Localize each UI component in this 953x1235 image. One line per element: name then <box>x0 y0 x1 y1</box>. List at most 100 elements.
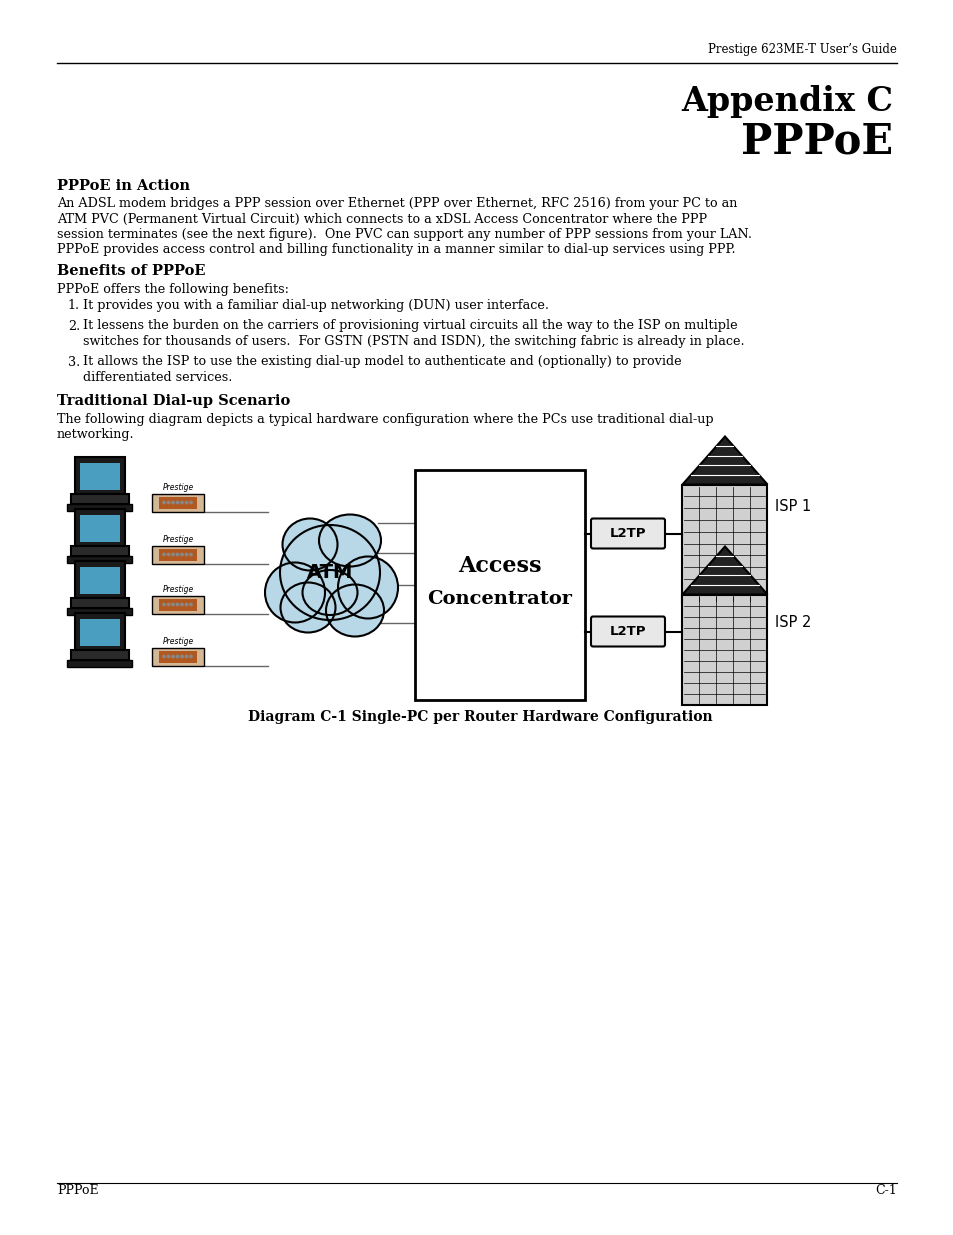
Circle shape <box>176 553 178 556</box>
FancyBboxPatch shape <box>68 556 132 563</box>
Circle shape <box>190 656 192 658</box>
FancyBboxPatch shape <box>152 546 204 563</box>
FancyBboxPatch shape <box>75 613 125 650</box>
Text: Traditional Dial-up Scenario: Traditional Dial-up Scenario <box>57 394 290 408</box>
Circle shape <box>163 501 165 504</box>
Text: L2TP: L2TP <box>609 625 645 638</box>
Text: 3.: 3. <box>68 356 80 368</box>
Circle shape <box>167 553 170 556</box>
Circle shape <box>176 501 178 504</box>
Text: Benefits of PPPoE: Benefits of PPPoE <box>57 264 205 278</box>
Text: Access: Access <box>457 555 541 577</box>
FancyBboxPatch shape <box>590 519 664 548</box>
Text: PPPoE: PPPoE <box>57 1184 98 1197</box>
Text: PPPoE provides access control and billing functionality in a manner similar to d: PPPoE provides access control and billin… <box>57 243 735 257</box>
Ellipse shape <box>282 519 337 571</box>
Text: Appendix C: Appendix C <box>680 85 892 119</box>
Text: It lessens the burden on the carriers of provisioning virtual circuits all the w: It lessens the burden on the carriers of… <box>83 320 737 332</box>
FancyBboxPatch shape <box>415 469 584 699</box>
FancyBboxPatch shape <box>71 650 129 659</box>
Text: The following diagram depicts a typical hardware configuration where the PCs use: The following diagram depicts a typical … <box>57 412 713 426</box>
Circle shape <box>181 656 183 658</box>
Circle shape <box>167 656 170 658</box>
Text: Prestige: Prestige <box>162 483 193 493</box>
FancyBboxPatch shape <box>590 616 664 646</box>
Circle shape <box>181 553 183 556</box>
FancyBboxPatch shape <box>68 659 132 667</box>
Text: PPPoE in Action: PPPoE in Action <box>57 179 190 193</box>
Circle shape <box>176 656 178 658</box>
Circle shape <box>185 553 188 556</box>
Text: 1.: 1. <box>68 299 80 312</box>
Circle shape <box>185 604 188 605</box>
Text: Prestige: Prestige <box>162 585 193 594</box>
FancyBboxPatch shape <box>68 608 132 615</box>
Text: switches for thousands of users.  For GSTN (PSTN and ISDN), the switching fabric: switches for thousands of users. For GST… <box>83 335 744 348</box>
Text: ATM PVC (Permanent Virtual Circuit) which connects to a xDSL Access Concentrator: ATM PVC (Permanent Virtual Circuit) whic… <box>57 212 706 226</box>
Text: ISP 2: ISP 2 <box>774 615 810 630</box>
Text: L2TP: L2TP <box>609 527 645 540</box>
Circle shape <box>190 501 192 504</box>
FancyBboxPatch shape <box>159 496 196 509</box>
FancyBboxPatch shape <box>159 599 196 610</box>
Text: 2.: 2. <box>68 320 80 332</box>
Circle shape <box>167 501 170 504</box>
FancyBboxPatch shape <box>152 595 204 614</box>
Circle shape <box>172 604 174 605</box>
Text: Prestige: Prestige <box>162 637 193 646</box>
FancyBboxPatch shape <box>80 463 120 490</box>
Text: PPPoE offers the following benefits:: PPPoE offers the following benefits: <box>57 283 289 296</box>
FancyBboxPatch shape <box>681 484 767 603</box>
FancyBboxPatch shape <box>80 619 120 646</box>
Text: It provides you with a familiar dial-up networking (DUN) user interface.: It provides you with a familiar dial-up … <box>83 299 548 312</box>
Ellipse shape <box>265 562 325 622</box>
FancyBboxPatch shape <box>152 494 204 511</box>
Text: An ADSL modem bridges a PPP session over Ethernet (PPP over Ethernet, RFC 2516) : An ADSL modem bridges a PPP session over… <box>57 198 737 210</box>
FancyBboxPatch shape <box>68 504 132 511</box>
Text: Concentrator: Concentrator <box>427 589 572 608</box>
FancyBboxPatch shape <box>71 598 129 608</box>
Ellipse shape <box>326 584 384 636</box>
Ellipse shape <box>280 525 379 620</box>
Text: ATM: ATM <box>307 563 353 582</box>
Circle shape <box>167 604 170 605</box>
Ellipse shape <box>302 571 357 615</box>
FancyBboxPatch shape <box>80 567 120 594</box>
Circle shape <box>190 604 192 605</box>
Circle shape <box>181 501 183 504</box>
FancyBboxPatch shape <box>681 594 767 704</box>
Circle shape <box>181 604 183 605</box>
Circle shape <box>172 656 174 658</box>
Ellipse shape <box>337 557 397 619</box>
Text: ISP 1: ISP 1 <box>774 499 810 514</box>
Circle shape <box>185 501 188 504</box>
FancyBboxPatch shape <box>71 494 129 504</box>
FancyBboxPatch shape <box>159 651 196 662</box>
Text: It allows the ISP to use the existing dial-up model to authenticate and (optiona: It allows the ISP to use the existing di… <box>83 356 680 368</box>
Circle shape <box>185 656 188 658</box>
Ellipse shape <box>280 583 335 632</box>
Circle shape <box>172 501 174 504</box>
Text: networking.: networking. <box>57 429 134 441</box>
Text: Diagram C-1 Single-PC per Router Hardware Configuration: Diagram C-1 Single-PC per Router Hardwar… <box>248 710 712 725</box>
Text: differentiated services.: differentiated services. <box>83 370 233 384</box>
FancyBboxPatch shape <box>75 457 125 494</box>
FancyBboxPatch shape <box>80 515 120 542</box>
FancyBboxPatch shape <box>152 647 204 666</box>
Text: PPPoE: PPPoE <box>740 120 892 162</box>
Circle shape <box>172 553 174 556</box>
FancyBboxPatch shape <box>71 546 129 556</box>
Circle shape <box>163 604 165 605</box>
FancyBboxPatch shape <box>75 561 125 598</box>
Circle shape <box>163 656 165 658</box>
Ellipse shape <box>318 515 380 567</box>
Text: Prestige 623ME-T User’s Guide: Prestige 623ME-T User’s Guide <box>707 43 896 56</box>
Text: Prestige: Prestige <box>162 536 193 545</box>
Circle shape <box>176 604 178 605</box>
Polygon shape <box>681 547 767 594</box>
Polygon shape <box>681 436 767 484</box>
FancyBboxPatch shape <box>75 509 125 546</box>
Text: C-1: C-1 <box>874 1184 896 1197</box>
Text: session terminates (see the next figure).  One PVC can support any number of PPP: session terminates (see the next figure)… <box>57 228 751 241</box>
Circle shape <box>163 553 165 556</box>
